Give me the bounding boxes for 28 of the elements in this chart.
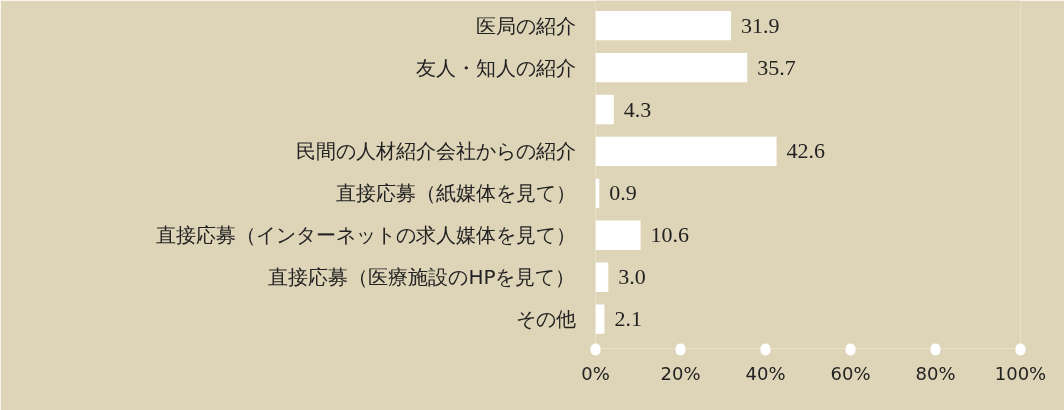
y-tick-label: その他 — [515, 307, 576, 332]
y-tick-label: 友人・知人の紹介 — [415, 55, 576, 80]
y-tick-label: 直接応募（紙媒体を見て） — [335, 181, 576, 206]
bar — [595, 136, 777, 167]
data-label: 10.6 — [650, 222, 690, 248]
bar — [595, 10, 732, 41]
data-label: 0.9 — [609, 180, 637, 206]
x-tick-label: 60% — [830, 362, 871, 384]
data-label: 3.0 — [618, 264, 646, 290]
x-tick-label: 20% — [660, 362, 701, 384]
bar — [595, 94, 614, 125]
y-tick-label: 直接応募（インターネットの求人媒体を見て） — [155, 223, 576, 248]
bar — [595, 52, 748, 83]
data-label: 35.7 — [757, 54, 796, 80]
y-tick-label: 医局の紹介 — [475, 13, 576, 38]
data-label: 2.1 — [614, 306, 642, 332]
y-tick-label: 民間の人材紹介会社からの紹介 — [295, 139, 576, 164]
bar — [595, 220, 641, 250]
y-tick-label: 直接応募（医療施設のHPを見て） — [268, 265, 576, 290]
bar — [595, 304, 605, 334]
data-label: 42.6 — [786, 138, 826, 164]
x-tick-label: 100% — [994, 362, 1047, 384]
x-tick-label: 40% — [745, 362, 786, 384]
data-label: 31.9 — [741, 12, 780, 38]
x-tick-label: 0% — [581, 362, 610, 384]
data-label: 4.3 — [623, 96, 652, 122]
x-tick-label: 80% — [915, 362, 956, 384]
bar — [595, 262, 609, 292]
